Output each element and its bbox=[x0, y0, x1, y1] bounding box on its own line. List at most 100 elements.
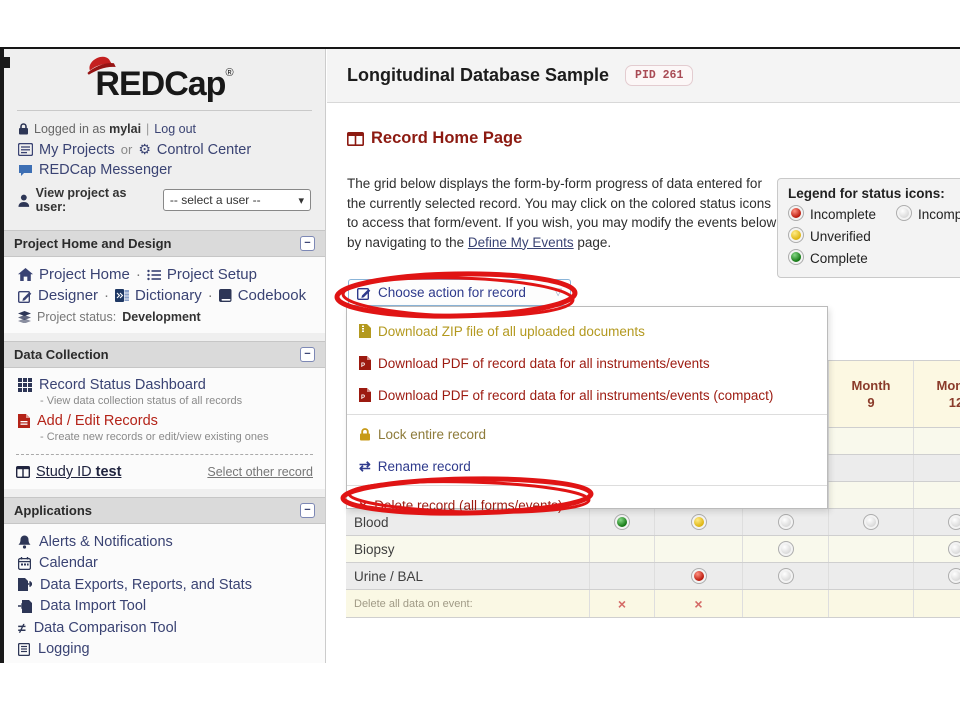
lock-icon bbox=[19, 123, 28, 135]
legend-item-complete: Complete bbox=[788, 249, 896, 268]
study-id-record-link[interactable]: Study ID test bbox=[16, 464, 121, 480]
caret-down-icon: ▽ bbox=[554, 287, 562, 298]
menu-divider bbox=[347, 414, 827, 415]
calendar-icon bbox=[18, 556, 31, 570]
collapse-button[interactable]: − bbox=[300, 236, 315, 251]
intro-paragraph: The grid below displays the form-by-form… bbox=[347, 176, 777, 250]
status-icon-gray[interactable] bbox=[948, 541, 960, 557]
status-icon-gray[interactable] bbox=[777, 541, 794, 557]
divider bbox=[16, 454, 313, 455]
menu-item-download-zip[interactable]: Download ZIP file of all uploaded docume… bbox=[347, 315, 827, 347]
legend-item-incomplete-nodata: Incomplete bbox=[896, 205, 960, 224]
logging-icon bbox=[18, 642, 30, 656]
pdf-file-icon: P bbox=[359, 388, 371, 402]
dashboard-grid-icon bbox=[18, 378, 32, 392]
status-icon-gray[interactable] bbox=[777, 568, 794, 584]
section-project-home-and-design: Project Home and Design − bbox=[4, 230, 325, 257]
table-row-biopsy: Biopsy bbox=[346, 536, 960, 563]
status-icon-gray[interactable] bbox=[863, 514, 879, 530]
column-header-month-9: Month 9 bbox=[829, 361, 914, 427]
record-id: test bbox=[95, 464, 122, 480]
project-setup-icon bbox=[147, 269, 161, 280]
section-applications: Applications − bbox=[4, 497, 325, 524]
menu-item-delete-record[interactable]: × Delete record (all forms/events) bbox=[359, 497, 563, 513]
status-icon-green[interactable] bbox=[614, 514, 630, 530]
menu-divider bbox=[347, 485, 827, 486]
record-home-table-icon bbox=[347, 131, 364, 146]
menu-item-download-pdf-compact[interactable]: P Download PDF of record data for all in… bbox=[359, 387, 774, 403]
my-projects-link[interactable]: My Projects bbox=[39, 141, 115, 158]
data-comparison-tool-link[interactable]: Data Comparison Tool bbox=[33, 619, 177, 636]
table-row-urine-bal: Urine / BAL bbox=[346, 563, 960, 590]
dictionary-icon bbox=[115, 289, 130, 302]
table-row-delete-event-data: Delete all data on event: × × bbox=[346, 590, 960, 618]
view-as-label: View project as user: bbox=[35, 186, 127, 214]
status-icon-gray[interactable] bbox=[777, 514, 794, 530]
delete-event-x[interactable]: × bbox=[655, 590, 743, 617]
record-action-menu: Download ZIP file of all uploaded docume… bbox=[346, 306, 828, 513]
codebook-link[interactable]: Codebook bbox=[237, 287, 307, 304]
project-home-link[interactable]: Project Home bbox=[39, 266, 130, 283]
add-edit-records-icon bbox=[18, 414, 30, 428]
project-setup-link[interactable]: Project Setup bbox=[166, 266, 257, 283]
app-frame: REDCap® Logged in as mylai | Log out My … bbox=[0, 47, 960, 663]
status-icon-yellow[interactable] bbox=[690, 514, 707, 530]
user-icon bbox=[18, 194, 30, 207]
record-table-icon bbox=[16, 466, 30, 478]
messenger-icon bbox=[19, 164, 32, 176]
collapse-button[interactable]: − bbox=[300, 347, 315, 362]
status-icon-gray[interactable] bbox=[948, 568, 960, 584]
control-center-link[interactable]: Control Center bbox=[156, 141, 252, 158]
status-icon-red[interactable] bbox=[690, 568, 707, 584]
alerts-notifications-link[interactable]: Alerts & Notifications bbox=[39, 533, 173, 550]
select-other-record-link[interactable]: Select other record bbox=[207, 465, 313, 479]
login-text: Logged in as mylai bbox=[34, 122, 142, 136]
collapse-button[interactable]: − bbox=[300, 503, 315, 518]
bell-icon bbox=[18, 535, 31, 549]
status-icon-gray[interactable] bbox=[948, 514, 960, 530]
pencil-square-icon bbox=[357, 287, 371, 300]
home-icon bbox=[18, 268, 33, 281]
status-icon-red[interactable] bbox=[788, 205, 804, 221]
dashboard-subtext: - View data collection status of all rec… bbox=[40, 395, 243, 407]
main-area: Longitudinal Database Sample PID 261 Rec… bbox=[327, 49, 960, 663]
table-row-blood: Blood bbox=[346, 509, 960, 536]
choose-action-button[interactable]: Choose action for record ▽ bbox=[348, 279, 571, 306]
redcap-cap-icon bbox=[87, 56, 117, 75]
dictionary-link[interactable]: Dictionary bbox=[135, 287, 202, 304]
column-header-month-12: Month12 bbox=[914, 361, 960, 427]
login-status: Logged in as mylai | Log out bbox=[4, 119, 325, 139]
pid-badge: PID 261 bbox=[625, 65, 694, 86]
designer-link[interactable]: Designer bbox=[38, 287, 99, 304]
window-edge-nub bbox=[0, 57, 10, 68]
record-status-dashboard-link[interactable]: Record Status Dashboard bbox=[39, 377, 206, 393]
menu-item-download-pdf[interactable]: P Download PDF of record data for all in… bbox=[359, 355, 710, 371]
menu-item-rename-record[interactable]: ⇄ Rename record bbox=[359, 457, 471, 474]
svg-text:P: P bbox=[361, 395, 365, 401]
logout-link[interactable]: Log out bbox=[154, 122, 197, 136]
row-label: Urine / BAL bbox=[346, 563, 590, 589]
not-equal-icon: ≠ bbox=[18, 619, 26, 636]
project-header: Longitudinal Database Sample PID 261 bbox=[327, 49, 960, 103]
applications-body: Alerts & Notifications Calendar Data Exp… bbox=[4, 524, 325, 663]
view-as-user-select[interactable]: -- select a user -- ▾ bbox=[162, 189, 311, 211]
project-status-value: Development bbox=[122, 310, 201, 324]
status-icon-yellow[interactable] bbox=[788, 227, 804, 243]
sidebar: REDCap® Logged in as mylai | Log out My … bbox=[4, 49, 326, 663]
calendar-link[interactable]: Calendar bbox=[39, 555, 98, 572]
codebook-icon bbox=[218, 289, 232, 302]
data-import-tool-link[interactable]: Data Import Tool bbox=[40, 598, 147, 615]
registered-mark: ® bbox=[225, 67, 234, 79]
status-icon-green[interactable] bbox=[788, 249, 804, 265]
define-my-events-link[interactable]: Define My Events bbox=[467, 234, 574, 250]
status-icon-gray[interactable] bbox=[896, 205, 912, 221]
delete-event-x[interactable]: × bbox=[590, 590, 655, 617]
data-exports-link[interactable]: Data Exports, Reports, and Stats bbox=[40, 576, 252, 593]
project-status-label: Project status: bbox=[37, 310, 117, 324]
redcap-messenger-link[interactable]: REDCap Messenger bbox=[39, 162, 172, 178]
menu-item-lock-record[interactable]: Lock entire record bbox=[347, 418, 827, 450]
add-edit-records-link[interactable]: Add / Edit Records bbox=[37, 413, 158, 429]
redcap-logo: REDCap® bbox=[17, 49, 312, 111]
logging-link[interactable]: Logging bbox=[38, 641, 90, 658]
